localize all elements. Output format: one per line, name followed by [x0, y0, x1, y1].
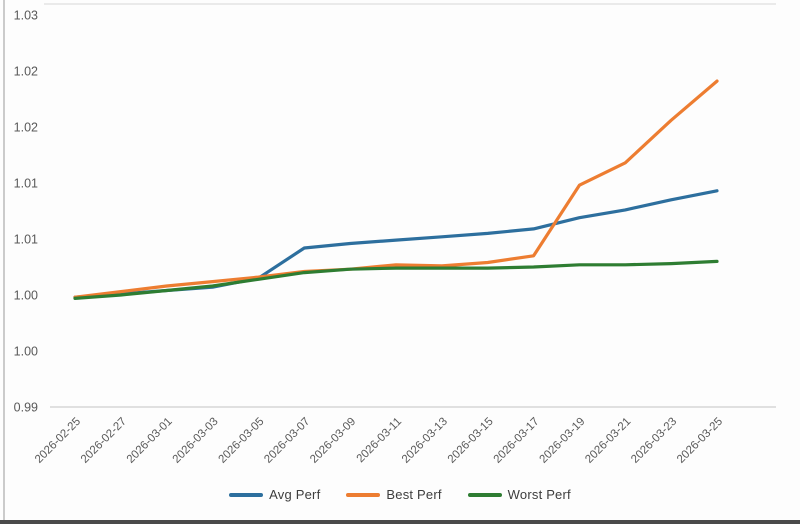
- avg-perf-line: [73, 189, 719, 299]
- x-axis-label: 2026-03-21: [583, 416, 633, 466]
- y-axis-label: 1.03: [14, 9, 38, 23]
- legend-item-worst-perf: Worst Perf: [467, 487, 571, 502]
- x-axis-label: 2026-03-01: [125, 416, 175, 466]
- x-axis-label: 2026-03-09: [308, 416, 358, 466]
- y-axis-label: 1.00: [14, 289, 38, 303]
- bottom-edge-bar: [0, 520, 800, 524]
- best-perf-line-swatch: [346, 492, 381, 497]
- y-axis-label: 1.01: [14, 177, 38, 191]
- x-axis-label: 2026-03-05: [216, 416, 266, 466]
- x-axis-label: 2026-03-11: [355, 416, 404, 465]
- y-axis-label: 0.99: [14, 401, 38, 415]
- x-axis-label: 2026-03-03: [171, 416, 221, 466]
- legend-label-worst-perf: Worst Perf: [507, 487, 571, 502]
- legend-label-avg-perf: Avg Perf: [269, 487, 321, 502]
- best-perf-line: [73, 79, 719, 299]
- worst-perf-line-swatch: [467, 492, 502, 497]
- x-axis-label: 2026-03-13: [400, 416, 450, 466]
- x-axis-label: 2026-03-17: [492, 416, 542, 466]
- x-axis-label: 2026-02-25: [33, 416, 83, 466]
- y-axis-label: 1.02: [14, 65, 38, 79]
- legend-item-avg-perf: Avg Perf: [229, 487, 320, 502]
- legend: Avg Perf Best Perf Worst Perf: [0, 487, 800, 502]
- x-axis-label: 2026-03-25: [675, 416, 725, 466]
- x-axis-label: 2026-02-27: [79, 416, 129, 466]
- x-axis-label: 2026-03-07: [262, 416, 312, 466]
- worst-perf-line: [73, 259, 719, 300]
- legend-item-best-perf: Best Perf: [346, 487, 441, 502]
- y-axis-label: 1.01: [14, 233, 38, 247]
- y-axis-label: 1.02: [14, 121, 38, 135]
- legend-label-best-perf: Best Perf: [386, 487, 442, 502]
- y-axis-label: 1.00: [14, 345, 38, 359]
- left-edge-line: [3, 0, 5, 520]
- x-axis-label: 2026-03-15: [446, 416, 496, 466]
- x-axis-label: 2026-03-19: [537, 416, 587, 466]
- x-axis-label: 2026-03-23: [629, 416, 679, 466]
- avg-perf-line-swatch: [229, 492, 264, 497]
